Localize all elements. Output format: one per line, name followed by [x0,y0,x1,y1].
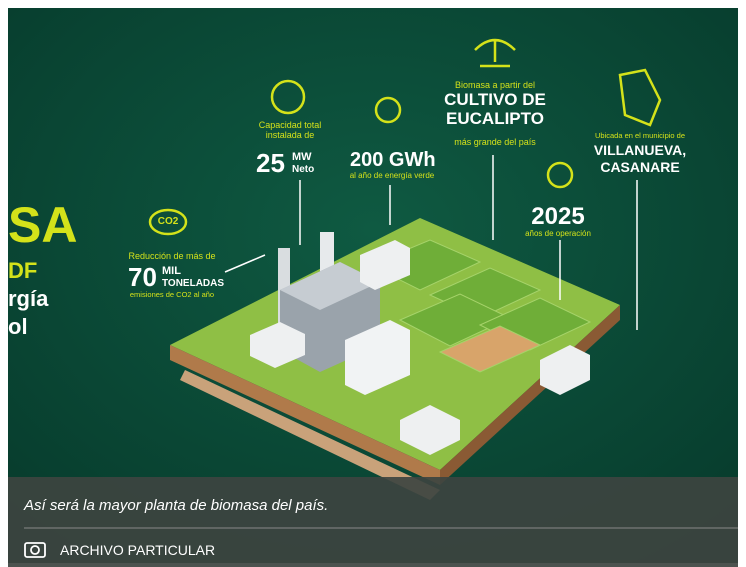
caption-text: Así será la mayor planta de biomasa del … [23,497,328,514]
years-note: años de operación [525,229,591,238]
co2-unit: MIL [162,265,181,277]
location-intro: Ubicada en el municipio de [595,131,685,140]
co2-number: 70 [128,262,157,292]
caption-credit: ARCHIVO PARTICULAR [60,542,215,558]
biomass-intro: Biomasa a partir del [455,80,535,90]
capacity-intro-text: Capacidad total instalada de [245,120,335,140]
capacity-unit: Neto [292,164,314,175]
capacity-unit: MW [292,151,312,163]
location-title: VILLANUEVA, [594,142,686,158]
location-title: CASANARE [600,159,679,175]
co2-intro: Reducción de más de [128,251,215,261]
biomass-title-text: CULTIVO DE EUCALIPTO [430,90,560,128]
co2-icon: CO2 [158,216,179,227]
page: SA DF rgía ol CO2 Reducción de más de 70… [0,0,746,567]
energy-number: 200 GWh [350,149,436,171]
left-title: rgía [8,286,49,311]
biomass-note: más grande del país [454,137,536,147]
capacity-number: 25 [256,148,285,178]
years-number: 2025 [531,203,584,230]
left-title: ol [8,314,28,339]
biomass-title: CULTIVO DE EUCALIPTO [430,90,560,134]
co2-unit: TONELADAS [162,278,224,289]
co2-note: emisiones de CO2 al año [130,290,214,299]
capacity-intro: Capacidad total instalada de [245,120,335,148]
energy-note: al año de energía verde [350,171,435,180]
left-title: DF [8,258,37,283]
left-title: SA [8,197,77,253]
